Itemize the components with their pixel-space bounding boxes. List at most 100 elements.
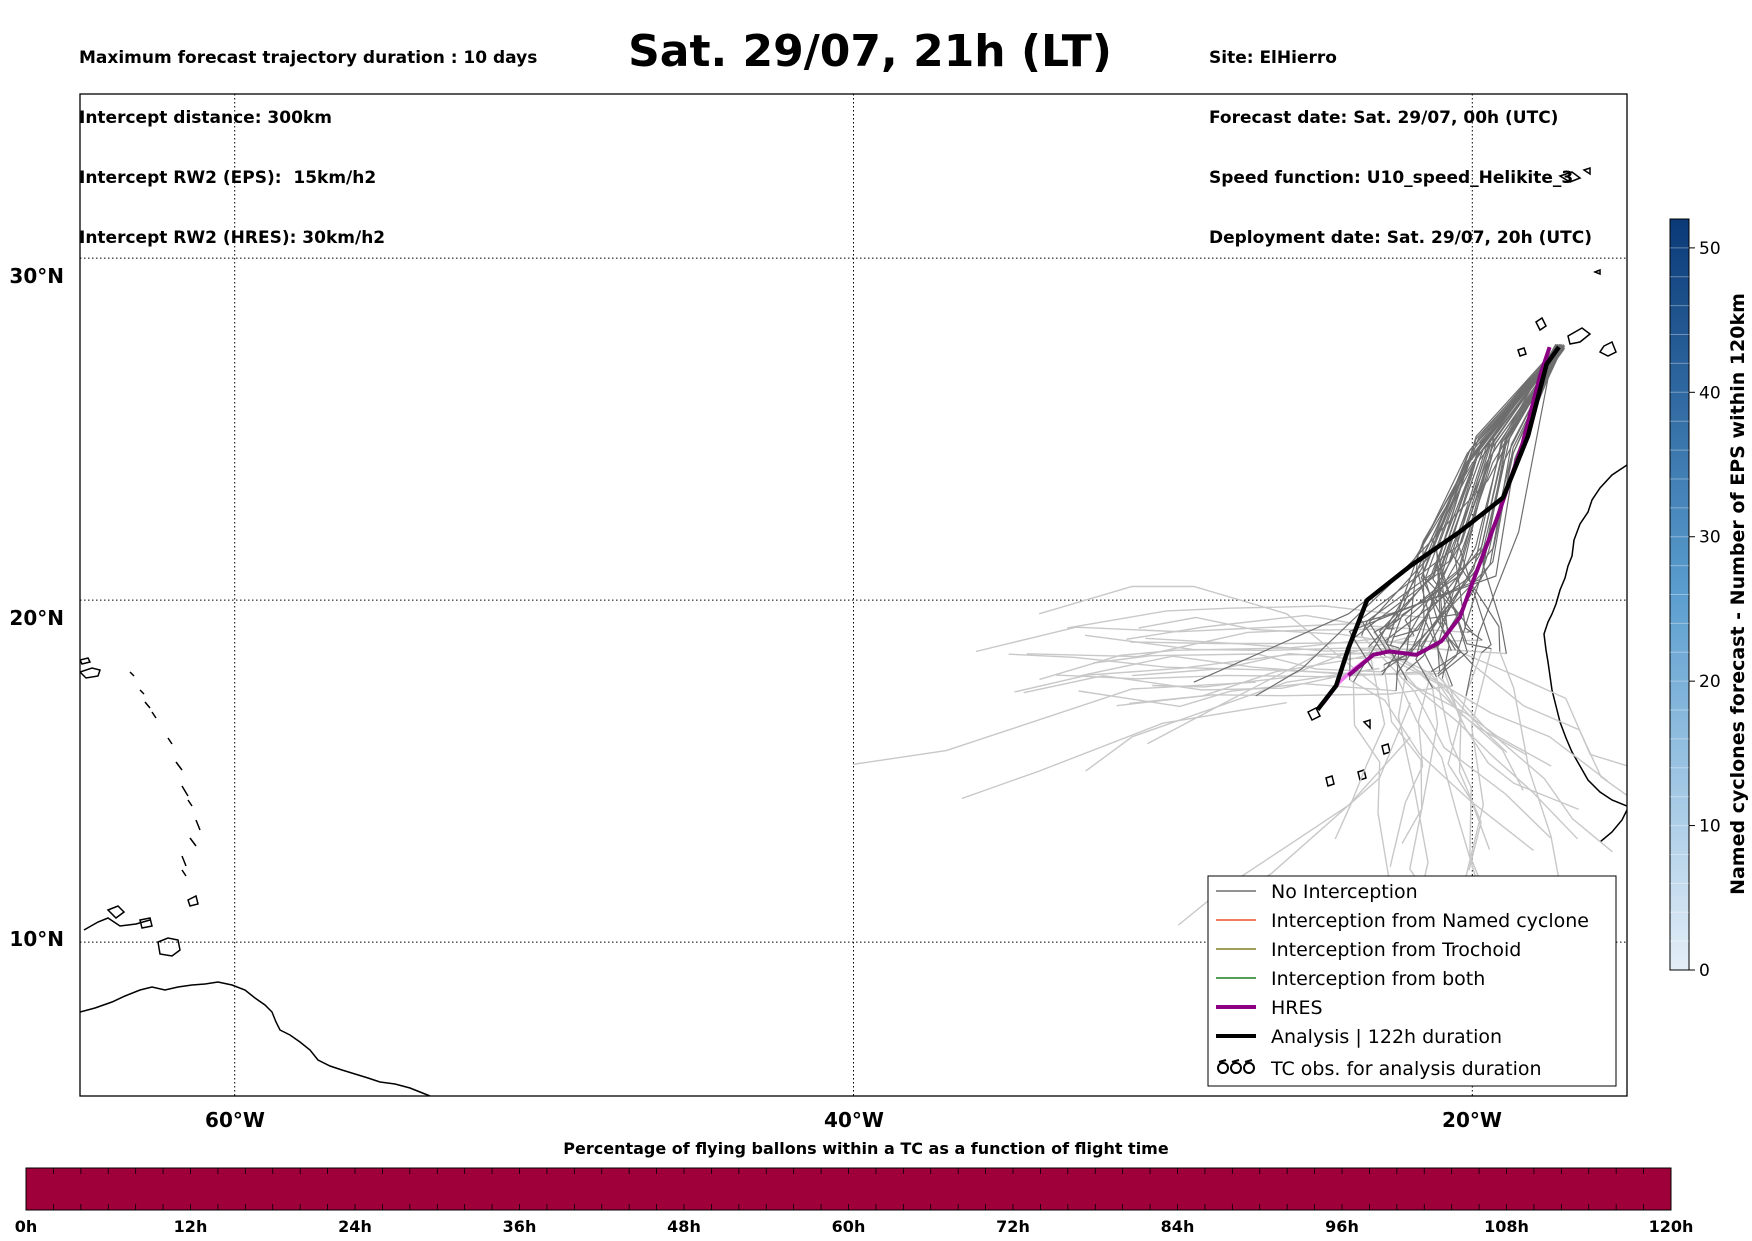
late-trajectory (1389, 644, 1524, 791)
colorbar-tick-label: 10 (1699, 817, 1721, 837)
header-right-line: Deployment date: Sat. 29/07, 20h (UTC) (1209, 228, 1593, 248)
late-trajectory (1023, 668, 1373, 694)
bottom-colorbar-tick-label: 48h (667, 1217, 701, 1236)
map-frame (79, 93, 1628, 1097)
late-trajectory (1349, 679, 1534, 851)
late-trajectory (1406, 679, 1579, 840)
late-trajectory (1499, 651, 1560, 881)
late-trajectory (1392, 659, 1552, 767)
header-right-info: Site: ElHierro Forecast date: Sat. 29/07… (1209, 8, 1592, 268)
coastline-gulf-of-guinea-edge (1599, 809, 1627, 843)
late-trajectory (1471, 663, 1627, 797)
header-left-line: Intercept distance: 300km (79, 108, 332, 128)
coastline-caribbean-islands (83, 894, 199, 931)
header-right-line: Site: ElHierro (1209, 48, 1337, 68)
bottom-colorbar-tick-label: 0h (15, 1217, 38, 1236)
lon-label: 20°W (1442, 1108, 1502, 1132)
late-trajectory (1067, 605, 1430, 629)
eps-trajectory (1368, 344, 1559, 655)
coastline-puerto-rico (80, 667, 101, 679)
coastline-cape-verde (1306, 706, 1391, 787)
bottom-colorbar-tick-label: 120h (1649, 1217, 1694, 1236)
right-colorbar-gradient (1669, 218, 1690, 971)
late-trajectory (1026, 628, 1395, 658)
eps-trajectory (1415, 345, 1562, 689)
lat-label: 10°N (9, 927, 64, 951)
legend: No Interception Interception from Named … (1207, 875, 1617, 1087)
late-trajectory (1126, 614, 1468, 640)
colorbar-tick-label: 50 (1699, 239, 1721, 259)
bottom-colorbar-title: Percentage of flying ballons within a TC… (563, 1139, 1169, 1158)
legend-label: Interception from Named cyclone (1271, 910, 1589, 932)
hres-trajectory (1347, 346, 1552, 677)
late-trajectory (1388, 653, 1608, 782)
eps-trajectory (1352, 348, 1561, 683)
late-trajectory (961, 702, 1287, 800)
eps-trajectory (1436, 345, 1558, 651)
coastline-madeira (1592, 268, 1601, 276)
coastlines (80, 166, 1627, 1096)
late-trajectory (1085, 667, 1380, 772)
eps-trajectory (1386, 344, 1562, 649)
lon-label: 60°W (205, 1108, 265, 1132)
header-right-line: Speed function: U10_speed_Helikite_3 (1209, 168, 1574, 188)
coastline-antilles (129, 671, 201, 877)
legend-label: Interception from Trochoid (1271, 939, 1521, 961)
tc-symbol-icon (1217, 1059, 1255, 1074)
bottom-colorbar-tick-label: 60h (832, 1217, 866, 1236)
late-trajectory (1437, 675, 1613, 853)
lat-label: 20°N (9, 606, 64, 630)
legend-item: TC obs. for analysis duration (1217, 1058, 1542, 1080)
trajectories-highlighted (1315, 345, 1561, 711)
colorbar-tick-label: 30 (1699, 528, 1721, 548)
eps-trajectory (1465, 353, 1554, 697)
late-trajectory (1389, 671, 1432, 867)
late-trajectory (1038, 585, 1380, 690)
bottom-colorbar-tick-label: 36h (503, 1217, 537, 1236)
lon-label: 40°W (824, 1108, 884, 1132)
page-title: Sat. 29/07, 21h (LT) (628, 26, 1112, 77)
header-left-info: Maximum forecast trajectory duration : 1… (79, 8, 537, 268)
late-trajectory (853, 681, 1256, 765)
eps-trajectory (1416, 344, 1565, 687)
eps-trajectory (1386, 348, 1565, 630)
late-trajectory (1409, 687, 1439, 906)
lat-label: 30°N (9, 264, 64, 288)
legend-label: Analysis | 122h duration (1271, 1026, 1502, 1048)
right-colorbar: 0 10 20 30 40 50 Named cyclones forecast - Nu… (1669, 218, 1749, 981)
colorbar-tick-label: 40 (1699, 383, 1721, 403)
late-trajectory (1383, 664, 1423, 844)
bottom-colorbar-ticks: 0h 12h 24h 36h 48h 60h 72h 84h 96h 108h 120h (15, 1217, 1694, 1236)
late-trajectory (1455, 649, 1627, 767)
coastline-trinidad (157, 937, 181, 957)
coastline-south-america (80, 981, 431, 1096)
late-trajectory (1147, 650, 1411, 745)
header-right-line: Forecast date: Sat. 29/07, 00h (UTC) (1209, 108, 1559, 128)
eps-trajectory (1437, 349, 1562, 672)
late-trajectory (1008, 653, 1383, 676)
eps-trajectory (1449, 345, 1564, 652)
legend-item: Interception from Trochoid (1216, 939, 1521, 961)
coastline-cuba-tip (80, 657, 92, 665)
bottom-colorbar-minor-ticks (53, 1168, 1644, 1210)
legend-item: Analysis | 122h duration (1216, 1026, 1502, 1048)
legend-label: Interception from both (1271, 968, 1485, 990)
bottom-colorbar-tick-label: 24h (338, 1217, 372, 1236)
legend-box (1207, 875, 1617, 1087)
late-trajectory (1434, 643, 1482, 871)
late-trajectory (1334, 646, 1386, 840)
late-trajectory (1224, 702, 1412, 902)
colorbar-tick-label: 0 (1699, 961, 1710, 981)
bottom-colorbar-tick-label: 108h (1484, 1217, 1529, 1236)
analysis-trajectory (1315, 345, 1561, 711)
late-trajectory (975, 622, 1358, 653)
legend-label: TC obs. for analysis duration (1270, 1058, 1542, 1080)
late-trajectory (1435, 676, 1486, 893)
bottom-colorbar-bar (25, 1167, 1672, 1211)
eps-trajectory (1361, 347, 1562, 636)
header-left-line: Maximum forecast trajectory duration : 1… (79, 48, 538, 68)
late-trajectory (1447, 652, 1491, 850)
legend-item: HRES (1216, 997, 1323, 1019)
header-left-line: Intercept RW2 (HRES): 30km/h2 (79, 228, 386, 248)
